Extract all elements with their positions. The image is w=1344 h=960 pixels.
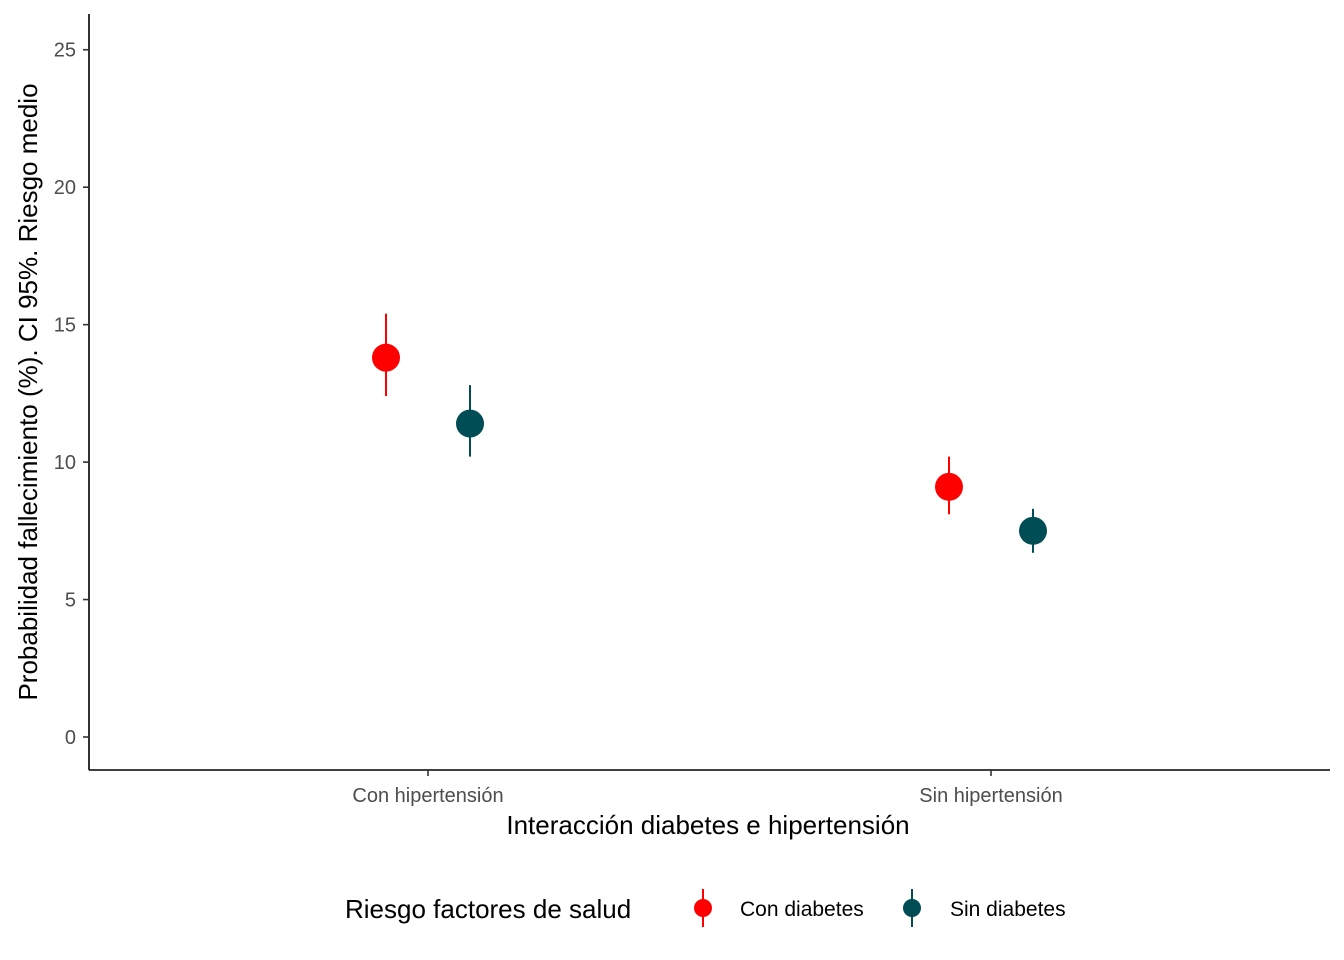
legend-items: Con diabetes Sin diabetes: [694, 889, 1066, 927]
x-tick-label: Sin hipertensión: [919, 785, 1062, 807]
data-point: [372, 343, 400, 372]
legend-label: Con diabetes: [740, 898, 864, 921]
y-axis-title: Probabilidad fallecimiento (%). CI 95%. …: [13, 83, 43, 700]
x-axis-title: Interacción diabetes e hipertensión: [506, 810, 909, 840]
y-tick-label: 25: [54, 40, 76, 62]
legend-key-point: [903, 899, 921, 917]
data-point: [456, 409, 484, 438]
x-tick-label: Con hipertensión: [352, 785, 503, 807]
legend-label: Sin diabetes: [950, 898, 1066, 921]
data-marks: [372, 313, 1047, 553]
y-tick-label: 5: [65, 590, 76, 612]
y-tick-label: 20: [54, 177, 76, 199]
y-tick-label: 0: [65, 727, 76, 749]
x-ticks: Con hipertensión Sin hipertensión: [352, 770, 1063, 807]
y-tick-label: 10: [54, 452, 76, 474]
data-point: [935, 472, 963, 501]
legend: Riesgo factores de salud Con diabetes Sin…: [345, 889, 1066, 927]
legend-title: Riesgo factores de salud: [345, 894, 631, 924]
legend-key-point: [694, 899, 712, 917]
axes: [88, 14, 1330, 771]
data-point: [1019, 516, 1047, 545]
y-ticks: 0 5 10 15 20 25: [54, 40, 89, 749]
y-tick-label: 15: [54, 315, 76, 337]
